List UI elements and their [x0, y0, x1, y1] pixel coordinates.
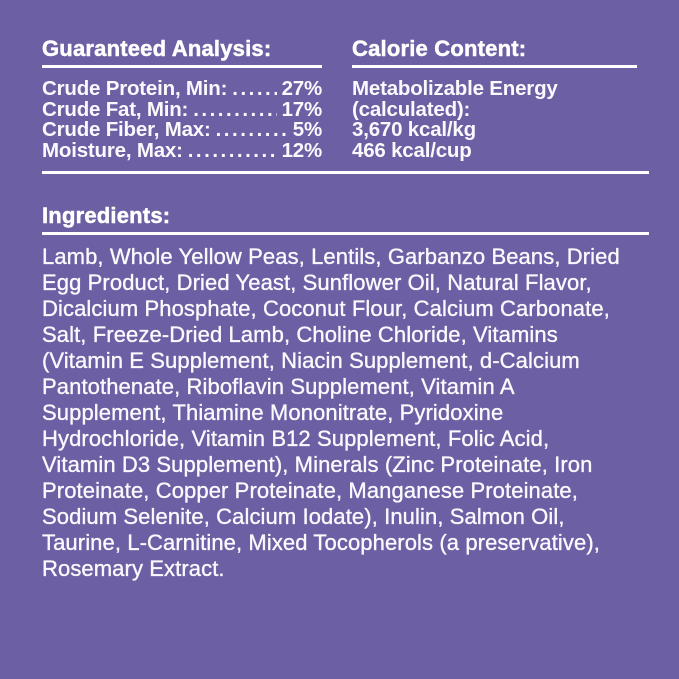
analysis-row-value: 17% — [281, 97, 323, 121]
analysis-row-value: 5% — [292, 118, 322, 142]
guaranteed-analysis-title: Guaranteed Analysis: — [42, 36, 272, 61]
analysis-row-label: Crude Protein, Min: — [42, 77, 228, 100]
analysis-row-crude-fat: Crude Fat, Min: 17% — [42, 97, 323, 121]
calorie-content-underline — [352, 65, 637, 68]
dot-leader — [188, 141, 277, 162]
ingredients-underline — [42, 231, 649, 235]
calorie-line-kcal-kg: 3,670 kcal/kg — [352, 118, 476, 142]
ingredients-title: Ingredients: — [42, 202, 171, 228]
calorie-content-lines: Metabolizable Energy (calculated): 3,670… — [352, 77, 637, 163]
calorie-line-kcal-cup: 466 kcal/cup — [352, 139, 472, 163]
analysis-row-crude-protein: Crude Protein, Min: 27% — [42, 77, 323, 100]
analysis-row-value: 12% — [281, 139, 323, 163]
analysis-row-label: Crude Fat, Min: — [42, 97, 189, 121]
calorie-content-column: Calorie Content: Metabolizable Energy (c… — [352, 36, 637, 163]
dot-leader — [232, 79, 276, 100]
ingredients-section: Ingredients: Lamb, Whole Yellow Peas, Le… — [42, 202, 649, 582]
calorie-line-calculated: (calculated): — [352, 97, 471, 121]
dot-leader — [216, 120, 288, 141]
dot-leader — [193, 100, 276, 121]
analysis-row-value: 27% — [281, 77, 323, 100]
ingredients-list-text: Lamb, Whole Yellow Peas, Lentils, Garban… — [42, 243, 620, 581]
analysis-row-label: Moisture, Max: — [42, 139, 183, 163]
section-divider-rule — [42, 170, 649, 174]
analysis-row-crude-fiber: Crude Fiber, Max: 5% — [42, 120, 322, 141]
guaranteed-analysis-underline — [42, 65, 322, 68]
analysis-and-calories-section: Guaranteed Analysis: Crude Protein, Min:… — [42, 36, 649, 163]
calorie-content-title: Calorie Content: — [352, 36, 527, 61]
calorie-line-energy: Metabolizable Energy — [352, 77, 558, 100]
analysis-row-label: Crude Fiber, Max: — [42, 118, 211, 142]
analysis-row-moisture: Moisture, Max: 12% — [42, 139, 323, 163]
guaranteed-analysis-column: Guaranteed Analysis: Crude Protein, Min:… — [42, 36, 323, 163]
guaranteed-analysis-rows: Crude Protein, Min: 27% Crude Fat, Min: … — [42, 77, 323, 163]
